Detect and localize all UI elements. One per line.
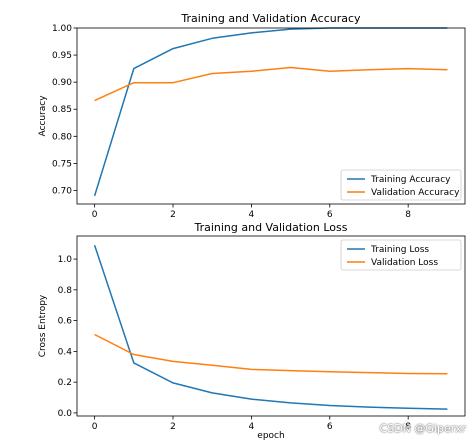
plot-frame [76, 27, 466, 205]
x-tick-label: 2 [170, 422, 176, 432]
legend-box [340, 239, 462, 271]
y-axis-label: Accuracy [38, 95, 48, 137]
x-axis-label: epoch [257, 431, 284, 441]
y-tick-label: 0.0 [58, 409, 73, 419]
x-tick-label: 4 [249, 210, 255, 220]
y-tick-label: 1.00 [52, 24, 72, 34]
chart-title: Training and Validation Loss [193, 221, 347, 234]
y-axis-label: Cross Entropy [38, 294, 48, 357]
y-tick-label: 0.4 [58, 347, 73, 357]
y-tick-label: 0.6 [58, 317, 73, 327]
legend: Training Accuracy Validation Accuracy [340, 169, 462, 201]
y-tick-label: 0.80 [52, 132, 72, 142]
x-tick-label: 6 [327, 210, 333, 220]
legend: Training Loss Validation Loss [340, 239, 462, 271]
chart-1: 0 2 4 6 8 0.70 0.75 0.80 0.85 0.90 0.95 1.00 Trainin… [38, 12, 466, 220]
x-tick-label: 8 [405, 210, 411, 220]
series-line-2 [94, 333, 448, 375]
legend-label: Training Accuracy [370, 175, 451, 185]
legend-label: Validation Loss [371, 258, 438, 268]
x-tick-label: 0 [92, 422, 98, 432]
y-tick-label: 0.70 [52, 186, 72, 196]
x-tick-label: 8 [405, 422, 411, 432]
legend-label: Validation Accuracy [371, 188, 460, 198]
series-line-1 [93, 244, 448, 410]
chart-2: 0 2 4 6 8 0.0 0.2 0.4 0.6 0.8 1.0 Training and Vali… [38, 221, 466, 441]
y-tick-label: 0.85 [52, 105, 72, 115]
x-tick-label: 2 [170, 210, 176, 220]
series-line-2 [94, 66, 448, 102]
y-tick-label: 0.2 [58, 378, 72, 388]
x-tick-label: 4 [249, 422, 255, 432]
y-tick-label: 1.0 [58, 255, 73, 265]
y-tick-label: 0.75 [52, 159, 72, 169]
legend-box [340, 169, 462, 201]
plot-frame [76, 235, 466, 417]
legend-label: Training Loss [370, 245, 429, 255]
chart-title: Training and Validation Accuracy [180, 12, 361, 25]
y-tick-label: 0.90 [52, 78, 72, 88]
y-tick-label: 0.8 [58, 286, 73, 296]
x-tick-label: 6 [327, 422, 333, 432]
x-tick-label: 0 [92, 210, 98, 220]
watermark-text: CSDN @Giperxr [379, 422, 466, 435]
y-tick-label: 0.95 [52, 51, 72, 61]
